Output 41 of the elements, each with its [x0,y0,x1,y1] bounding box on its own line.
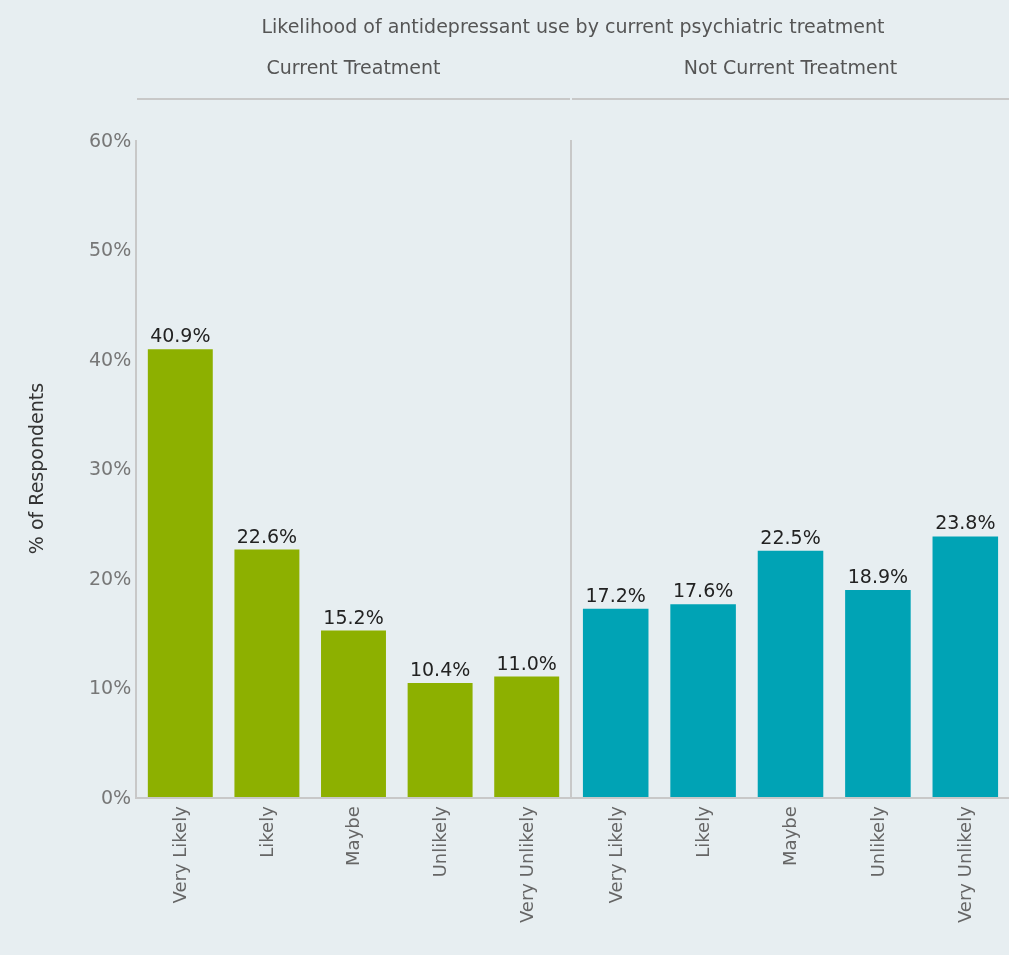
bar [407,683,473,797]
x-tick-label: Likely [691,805,713,858]
bar [234,549,300,797]
data-label: 17.2% [585,583,646,606]
y-axis-title: % of Respondents [25,382,48,555]
bar [147,349,213,797]
y-tick-label: 10% [88,676,132,699]
data-label: 10.4% [409,658,471,681]
bar [494,676,560,797]
chart-subtitle: Current Treatment [266,55,441,78]
x-tick-label: Maybe [779,806,801,866]
chart-subtitle: Not Current Treatment [683,55,898,78]
y-tick-label: 30% [88,457,132,480]
chart-title: Likelihood of antidepressant use by current psychiatric treatment [260,14,886,39]
data-label: 15.2% [323,605,384,628]
data-label: 22.5% [760,525,821,548]
data-label: 17.6% [672,579,734,602]
x-tick-label: Very Likely [169,805,191,904]
x-tick-label: Very Unlikely [954,805,976,924]
data-label: 11.0% [496,651,557,674]
y-tick-label: 0% [101,785,132,808]
bar [845,590,911,797]
bar [932,536,999,797]
data-label: 40.9% [150,324,211,347]
data-label: 18.9% [847,565,909,588]
x-tick-label: Likely [255,805,277,858]
y-tick-label: 40% [88,347,132,370]
x-tick-label: Very Likely [604,805,626,904]
x-tick-label: Very Unlikely [515,805,537,924]
data-label: 22.6% [236,524,298,547]
x-tick-label: Unlikely [428,805,450,878]
y-tick-label: 60% [88,128,132,151]
bar [670,604,736,797]
x-tick-label: Unlikely [866,805,888,878]
bar [321,630,386,797]
bar [582,608,649,797]
y-tick-label: 50% [88,238,132,261]
data-label: 23.8% [935,511,996,534]
x-tick-label: Maybe [342,806,364,866]
bar [757,550,824,797]
y-tick-label: 20% [88,566,132,589]
